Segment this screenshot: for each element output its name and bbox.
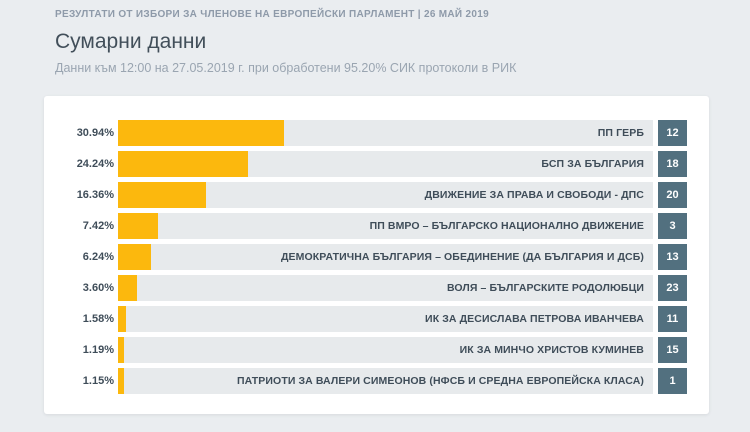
results-card: 30.94% ПП ГЕРБ 12 24.24% БСП ЗА БЪЛГАРИЯ… bbox=[44, 96, 709, 414]
result-row: 7.42% ПП ВМРО – БЪЛГАРСКО НАЦИОНАЛНО ДВИ… bbox=[58, 213, 687, 239]
bar-track: ДЕМОКРАТИЧНА БЪЛГАРИЯ – ОБЕДИНЕНИЕ (ДА Б… bbox=[118, 244, 653, 270]
result-bar bbox=[118, 244, 152, 270]
party-name-label: ДЕМОКРАТИЧНА БЪЛГАРИЯ – ОБЕДИНЕНИЕ (ДА Б… bbox=[280, 251, 644, 263]
result-row: 1.19% ИК ЗА МИНЧО ХРИСТОВ КУМИНЕВ 15 bbox=[58, 337, 687, 363]
ballot-number-badge: 20 bbox=[658, 182, 687, 208]
percent-label: 1.58% bbox=[82, 313, 114, 325]
percent-label: 6.24% bbox=[82, 251, 114, 263]
result-row: 1.15% ПАТРИОТИ ЗА ВАЛЕРИ СИМЕОНОВ (НФСБ … bbox=[58, 368, 687, 394]
party-name-label: ИК ЗА МИНЧО ХРИСТОВ КУМИНЕВ bbox=[459, 344, 644, 356]
bar-track: ИК ЗА ДЕСИСЛАВА ПЕТРОВА ИВАНЧЕВА bbox=[118, 306, 653, 332]
result-row: 30.94% ПП ГЕРБ 12 bbox=[58, 120, 687, 146]
party-name-label: ВОЛЯ – БЪЛГАРСКИТЕ РОДОЛЮБЦИ bbox=[447, 282, 644, 294]
result-row: 6.24% ДЕМОКРАТИЧНА БЪЛГАРИЯ – ОБЕДИНЕНИЕ… bbox=[58, 244, 687, 270]
result-row: 24.24% БСП ЗА БЪЛГАРИЯ 18 bbox=[58, 151, 687, 177]
results-bar-chart: 30.94% ПП ГЕРБ 12 24.24% БСП ЗА БЪЛГАРИЯ… bbox=[58, 120, 687, 394]
bar-track: ПАТРИОТИ ЗА ВАЛЕРИ СИМЕОНОВ (НФСБ И СРЕД… bbox=[118, 368, 653, 394]
percent-label: 1.15% bbox=[82, 375, 114, 387]
page-title: Сумарни данни bbox=[55, 30, 207, 53]
party-name-label: ПП ГЕРБ bbox=[597, 127, 644, 139]
ballot-number-badge: 3 bbox=[658, 213, 687, 239]
result-bar bbox=[118, 182, 206, 208]
party-name-label: ДВИЖЕНИЕ ЗА ПРАВА И СВОБОДИ - ДПС bbox=[424, 189, 644, 201]
result-bar bbox=[118, 213, 158, 239]
party-name-label: БСП ЗА БЪЛГАРИЯ bbox=[541, 158, 644, 170]
ballot-number-badge: 18 bbox=[658, 151, 687, 177]
ballot-number-badge: 15 bbox=[658, 337, 687, 363]
ballot-number-badge: 12 bbox=[658, 120, 687, 146]
ballot-number-badge: 23 bbox=[658, 275, 687, 301]
result-bar bbox=[118, 151, 248, 177]
bar-track: ИК ЗА МИНЧО ХРИСТОВ КУМИНЕВ bbox=[118, 337, 653, 363]
result-bar bbox=[118, 120, 284, 146]
bar-track: ПП ГЕРБ bbox=[118, 120, 653, 146]
result-bar bbox=[118, 337, 125, 363]
party-name-label: ИК ЗА ДЕСИСЛАВА ПЕТРОВА ИВАНЧЕВА bbox=[425, 313, 644, 325]
election-kicker: РЕЗУЛТАТИ ОТ ИЗБОРИ ЗА ЧЛЕНОВЕ НА ЕВРОПЕ… bbox=[55, 9, 489, 20]
percent-label: 24.24% bbox=[76, 158, 114, 170]
party-name-label: ПП ВМРО – БЪЛГАРСКО НАЦИОНАЛНО ДВИЖЕНИЕ bbox=[369, 220, 644, 232]
bar-track: БСП ЗА БЪЛГАРИЯ bbox=[118, 151, 653, 177]
result-row: 16.36% ДВИЖЕНИЕ ЗА ПРАВА И СВОБОДИ - ДПС… bbox=[58, 182, 687, 208]
percent-label: 16.36% bbox=[76, 189, 114, 201]
result-bar bbox=[118, 368, 125, 394]
percent-label: 30.94% bbox=[76, 127, 114, 139]
result-bar bbox=[118, 275, 138, 301]
result-row: 1.58% ИК ЗА ДЕСИСЛАВА ПЕТРОВА ИВАНЧЕВА 1… bbox=[58, 306, 687, 332]
ballot-number-badge: 11 bbox=[658, 306, 687, 332]
bar-track: ПП ВМРО – БЪЛГАРСКО НАЦИОНАЛНО ДВИЖЕНИЕ bbox=[118, 213, 653, 239]
result-row: 3.60% ВОЛЯ – БЪЛГАРСКИТЕ РОДОЛЮБЦИ 23 bbox=[58, 275, 687, 301]
percent-label: 3.60% bbox=[82, 282, 114, 294]
bar-track: ВОЛЯ – БЪЛГАРСКИТЕ РОДОЛЮБЦИ bbox=[118, 275, 653, 301]
party-name-label: ПАТРИОТИ ЗА ВАЛЕРИ СИМЕОНОВ (НФСБ И СРЕД… bbox=[236, 375, 644, 387]
page-header: РЕЗУЛТАТИ ОТ ИЗБОРИ ЗА ЧЛЕНОВЕ НА ЕВРОПЕ… bbox=[0, 0, 750, 75]
percent-label: 1.19% bbox=[82, 344, 114, 356]
ballot-number-badge: 13 bbox=[658, 244, 687, 270]
result-bar bbox=[118, 306, 127, 332]
data-timestamp-subtitle: Данни към 12:00 на 27.05.2019 г. при обр… bbox=[55, 61, 517, 75]
bar-track: ДВИЖЕНИЕ ЗА ПРАВА И СВОБОДИ - ДПС bbox=[118, 182, 653, 208]
ballot-number-badge: 1 bbox=[658, 368, 687, 394]
percent-label: 7.42% bbox=[82, 220, 114, 232]
